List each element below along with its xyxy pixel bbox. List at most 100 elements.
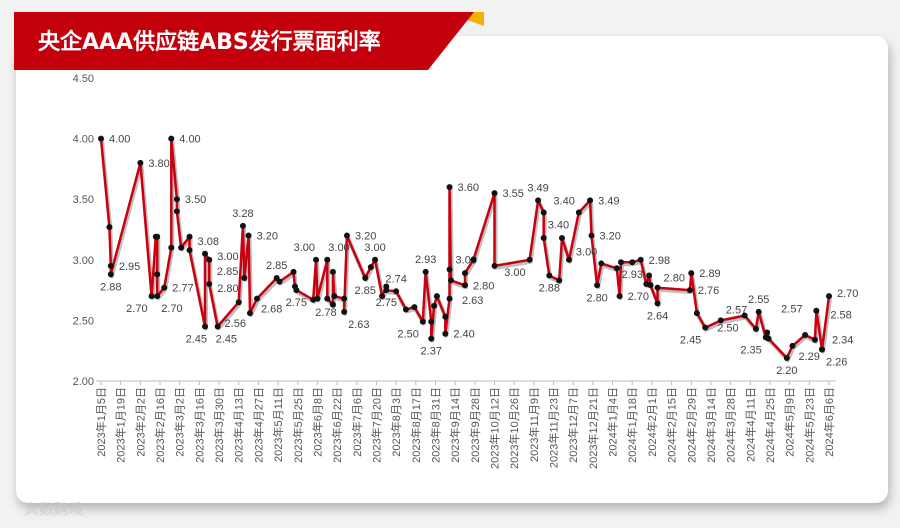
y-tick-label: 3.50 xyxy=(73,194,94,206)
data-point xyxy=(594,282,601,289)
data-point xyxy=(693,310,700,317)
x-tick-label: 2023年6月8日 xyxy=(310,387,324,457)
data-label: 2.80 xyxy=(473,280,494,292)
data-point xyxy=(362,274,369,281)
data-point xyxy=(254,295,260,302)
data-point xyxy=(186,233,193,240)
x-tick-label: 2024年4月25日 xyxy=(763,387,777,463)
data-point xyxy=(239,222,246,229)
x-tick-label: 2023年4月13日 xyxy=(232,387,246,463)
data-point xyxy=(686,287,693,294)
data-label: 3.00 xyxy=(504,267,525,279)
data-point xyxy=(575,209,582,216)
data-point xyxy=(214,323,221,330)
data-point xyxy=(654,300,661,307)
data-point xyxy=(419,318,426,325)
x-tick-label: 2023年2月2日 xyxy=(133,387,147,457)
x-tick-label: 2023年4月27日 xyxy=(251,387,265,463)
data-point xyxy=(618,259,624,266)
data-point xyxy=(422,268,429,275)
data-point xyxy=(324,256,331,263)
x-tick-label: 2024年2月29日 xyxy=(684,387,698,463)
data-point xyxy=(446,295,453,302)
data-label: 2.93 xyxy=(415,254,436,266)
title-banner xyxy=(14,12,484,70)
data-label: 2.88 xyxy=(539,283,560,295)
data-point xyxy=(154,293,161,300)
data-point xyxy=(241,274,248,281)
data-label: 3.00 xyxy=(576,246,597,258)
x-tick-label: 2023年7月6日 xyxy=(350,387,364,457)
x-tick-label: 2023年2月16日 xyxy=(153,387,167,463)
data-label: 2.85 xyxy=(355,285,376,297)
x-tick-label: 2024年5月9日 xyxy=(783,387,797,457)
data-point xyxy=(654,284,661,291)
data-point xyxy=(290,268,297,275)
x-tick-label: 2023年1月19日 xyxy=(114,387,128,463)
data-label: 3.20 xyxy=(599,231,620,243)
data-label: 3.55 xyxy=(503,188,524,200)
data-label: 2.45 xyxy=(680,335,701,347)
data-point xyxy=(702,324,709,331)
data-label: 2.57 xyxy=(726,304,747,316)
data-point xyxy=(276,278,283,285)
data-label: 2.40 xyxy=(453,329,474,341)
watermark: 大数跨境 xyxy=(24,500,85,518)
data-point xyxy=(186,247,193,254)
data-label: 3.00 xyxy=(294,242,315,254)
data-label: 2.55 xyxy=(748,294,769,306)
data-point xyxy=(556,277,563,284)
data-point xyxy=(802,331,809,338)
data-label: 2.45 xyxy=(186,333,207,345)
x-tick-label: 2024年4月11日 xyxy=(743,387,757,462)
data-point xyxy=(137,159,144,166)
data-point xyxy=(470,256,477,263)
data-label: 3.40 xyxy=(553,196,574,208)
data-point xyxy=(161,284,168,291)
data-point xyxy=(741,312,748,319)
data-point xyxy=(329,301,336,308)
data-label: 2.75 xyxy=(286,297,307,309)
data-point xyxy=(540,209,547,216)
data-label: 2.98 xyxy=(649,255,670,267)
data-point xyxy=(341,295,348,302)
data-label: 2.50 xyxy=(397,329,418,341)
data-point xyxy=(717,317,724,324)
data-point xyxy=(372,256,379,263)
data-label: 2.76 xyxy=(698,285,719,297)
x-tick-label: 2023年8月17日 xyxy=(409,387,423,463)
data-point xyxy=(783,354,790,361)
data-point xyxy=(202,250,208,257)
data-point xyxy=(613,265,620,272)
data-label: 2.80 xyxy=(586,292,607,304)
x-tick-label: 2023年1月5日 xyxy=(94,387,108,457)
data-label: 2.89 xyxy=(699,268,720,280)
data-point xyxy=(826,293,832,300)
data-point xyxy=(107,262,114,269)
data-point xyxy=(383,287,390,294)
data-label: 2.26 xyxy=(826,356,847,368)
data-point xyxy=(764,329,771,336)
data-point xyxy=(647,282,654,289)
data-point xyxy=(598,260,605,267)
data-point xyxy=(106,224,113,231)
data-point xyxy=(168,135,175,142)
data-label: 3.49 xyxy=(527,182,548,194)
data-point xyxy=(341,308,348,315)
x-tick-label: 2023年5月25日 xyxy=(291,387,305,463)
data-label: 2.45 xyxy=(216,333,237,345)
data-label: 2.70 xyxy=(126,303,147,315)
data-point xyxy=(313,256,320,263)
x-tick-label: 2023年12月7日 xyxy=(566,387,580,463)
x-tick-label: 2024年2月15日 xyxy=(665,387,679,463)
x-tick-label: 2023年10月12日 xyxy=(488,387,502,469)
data-label: 3.49 xyxy=(598,195,619,207)
data-point xyxy=(813,307,820,314)
data-label: 2.74 xyxy=(385,273,406,285)
data-point xyxy=(314,295,321,302)
data-point xyxy=(202,323,208,330)
data-label: 2.85 xyxy=(266,260,287,272)
data-label: 3.20 xyxy=(257,231,278,243)
data-label: 2.20 xyxy=(776,365,797,377)
y-tick-label: 4.00 xyxy=(73,134,94,146)
